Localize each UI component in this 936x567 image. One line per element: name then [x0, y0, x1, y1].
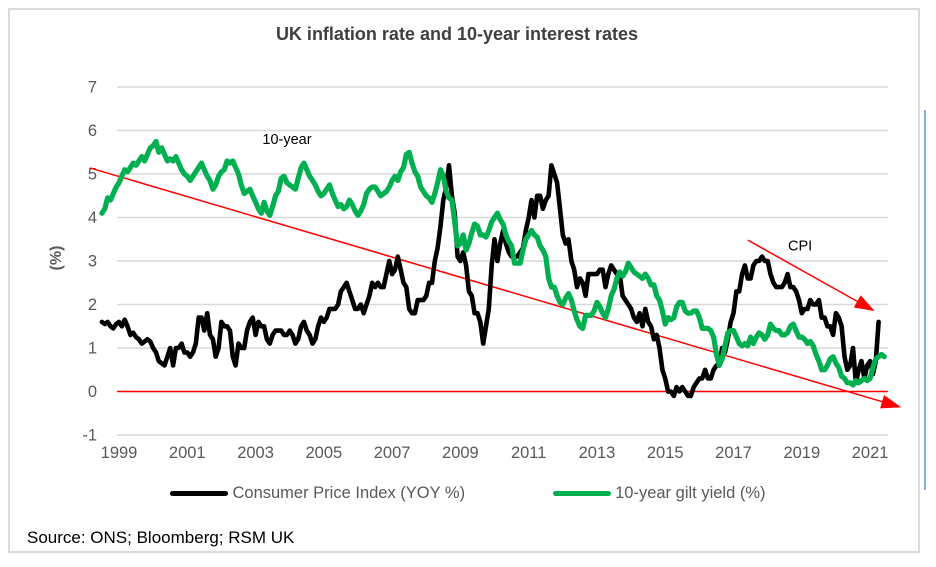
cpi-line	[99, 163, 881, 399]
gilt-line	[99, 138, 887, 388]
chart-outer-border	[8, 8, 920, 553]
cpi-annotation: CPI	[788, 238, 812, 254]
x-tick-label: 2009	[442, 444, 479, 462]
x-tick-label: 2011	[511, 444, 546, 462]
y-tick-label: 5	[88, 166, 97, 184]
x-tick-label: 1999	[101, 444, 138, 462]
y-tick-label: 1	[88, 340, 97, 358]
series-lines	[99, 138, 887, 399]
chart-annotations: 10-year CPI	[262, 132, 812, 254]
x-tick-label: 2005	[305, 444, 342, 462]
chart-title: UK inflation rate and 10-year interest r…	[275, 24, 639, 44]
x-tick-label: 2017	[715, 444, 752, 462]
gilt-annotation: 10-year	[262, 132, 311, 148]
y-tick-label: 6	[88, 122, 97, 140]
right-accent-line	[924, 110, 926, 490]
gilt-line-swatch	[553, 491, 612, 496]
y-tick-label: 2	[88, 296, 97, 314]
x-tick-label: 2003	[237, 444, 274, 462]
y-tick-label: 7	[88, 79, 97, 97]
x-tick-label: 2001	[169, 444, 206, 462]
gridlines	[117, 86, 888, 436]
x-tick-label: 2015	[647, 444, 684, 462]
legend-item-cpi[interactable]: Consumer Price Index (YOY %)	[170, 484, 465, 503]
trend-lines	[89, 167, 902, 409]
legend: Consumer Price Index (YOY %) 10-year gil…	[0, 484, 936, 503]
x-tick-label: 2019	[783, 444, 820, 462]
gilt-trend	[89, 167, 902, 409]
cpi-line-swatch	[170, 491, 229, 496]
x-tick-label: 2013	[579, 444, 616, 462]
gilt-legend-label: 10-year gilt yield (%)	[615, 484, 766, 502]
source-note: Source: ONS; Bloomberg; RSM UK	[27, 528, 295, 547]
x-tick-label: 2021	[852, 444, 889, 462]
y-tick-label: -1	[82, 427, 97, 445]
legend-item-gilt[interactable]: 10-year gilt yield (%)	[553, 484, 766, 503]
x-tick-label: 2007	[374, 444, 411, 462]
cpi-legend-label: Consumer Price Index (YOY %)	[232, 484, 466, 502]
y-tick-label: 4	[88, 209, 97, 227]
cpi-trend	[747, 239, 875, 312]
y-tick-label: 0	[88, 383, 97, 401]
y-tick-label: 3	[88, 253, 97, 271]
